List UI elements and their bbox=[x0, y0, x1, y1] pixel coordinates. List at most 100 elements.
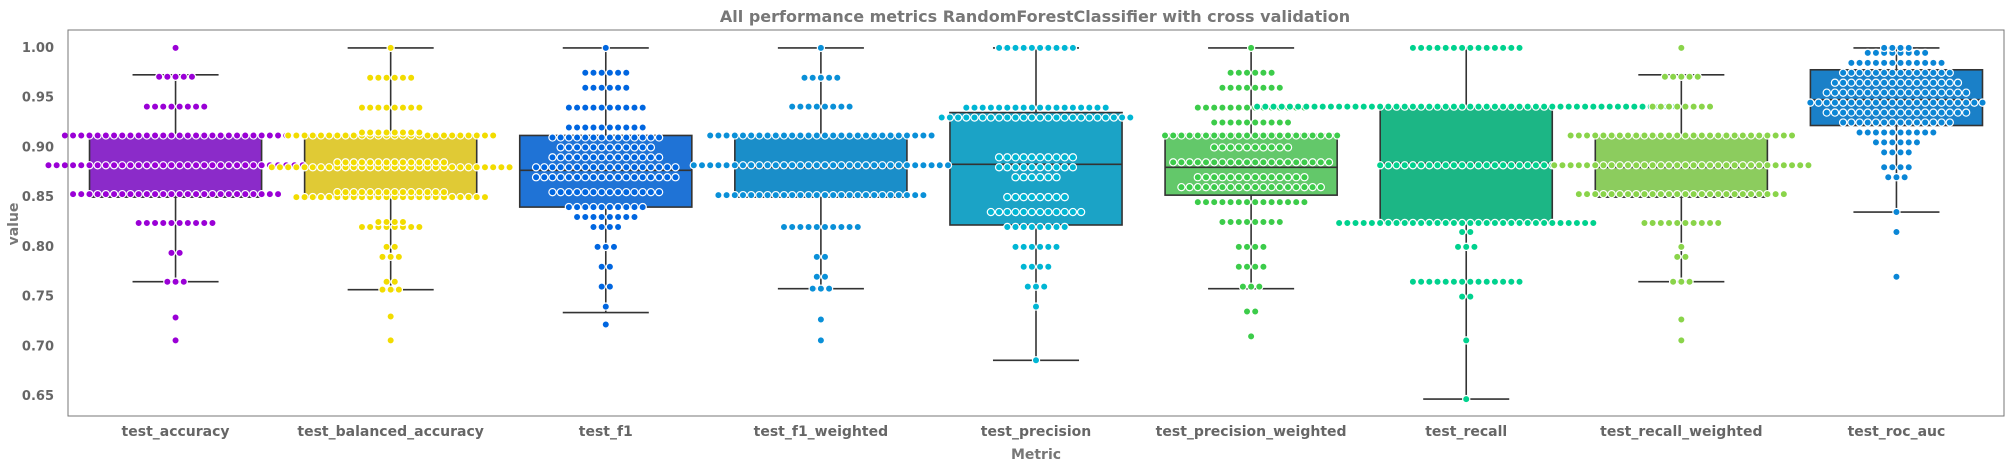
data-point bbox=[837, 190, 846, 200]
data-point bbox=[118, 131, 127, 140]
data-point bbox=[1201, 197, 1211, 207]
data-point bbox=[1267, 173, 1276, 182]
data-point bbox=[1234, 131, 1244, 140]
data-point bbox=[1292, 182, 1301, 192]
data-point bbox=[1847, 68, 1856, 77]
data-point bbox=[878, 131, 887, 140]
data-point bbox=[1738, 161, 1748, 170]
data-point bbox=[1677, 72, 1686, 81]
data-point bbox=[1255, 282, 1264, 291]
data-point bbox=[1582, 189, 1592, 199]
data-point bbox=[1218, 83, 1227, 92]
data-point bbox=[1474, 218, 1483, 228]
data-point bbox=[1871, 138, 1881, 147]
data-point bbox=[1904, 98, 1913, 107]
data-point bbox=[1871, 108, 1881, 117]
data-point bbox=[1787, 131, 1797, 140]
data-point bbox=[1879, 58, 1889, 68]
data-point bbox=[1052, 103, 1061, 112]
data-point bbox=[1333, 131, 1342, 140]
data-point bbox=[556, 173, 565, 182]
data-point bbox=[589, 163, 598, 172]
data-point bbox=[1621, 102, 1631, 111]
data-point bbox=[556, 153, 565, 162]
data-point bbox=[365, 128, 375, 137]
data-point bbox=[589, 187, 598, 197]
data-point bbox=[1218, 197, 1227, 207]
data-point bbox=[1259, 143, 1268, 152]
data-point bbox=[216, 131, 225, 140]
data-point bbox=[845, 161, 854, 170]
data-point bbox=[622, 163, 631, 172]
data-point bbox=[714, 131, 723, 140]
data-point bbox=[333, 131, 342, 140]
data-point bbox=[183, 131, 193, 140]
data-point bbox=[1558, 161, 1567, 170]
data-point bbox=[1705, 161, 1715, 170]
data-point bbox=[1871, 128, 1881, 137]
data-point bbox=[1945, 118, 1954, 127]
data-point bbox=[423, 131, 432, 140]
data-point bbox=[191, 218, 201, 228]
data-point bbox=[630, 187, 639, 197]
data-point bbox=[249, 131, 258, 140]
data-point bbox=[1648, 218, 1657, 228]
data-point bbox=[994, 43, 1004, 53]
data-point bbox=[572, 163, 582, 172]
data-point bbox=[1937, 58, 1946, 68]
data-point bbox=[163, 277, 172, 286]
data-point bbox=[1019, 113, 1028, 122]
data-point bbox=[1871, 88, 1881, 97]
data-point bbox=[374, 158, 383, 167]
box-test_precision bbox=[949, 47, 1123, 362]
data-point bbox=[183, 161, 193, 170]
data-point bbox=[1482, 43, 1491, 53]
data-point bbox=[1888, 78, 1897, 87]
data-point bbox=[1019, 242, 1028, 252]
data-point bbox=[1425, 161, 1434, 170]
data-point bbox=[1656, 102, 1666, 111]
data-point bbox=[1689, 189, 1698, 199]
data-point bbox=[1599, 189, 1608, 199]
data-point bbox=[1384, 218, 1393, 228]
data-point bbox=[796, 190, 805, 200]
data-point bbox=[1044, 113, 1053, 122]
data-point bbox=[308, 131, 317, 140]
data-point bbox=[601, 320, 610, 329]
data-point bbox=[1359, 102, 1368, 111]
data-point bbox=[828, 190, 838, 200]
data-point bbox=[93, 131, 102, 140]
data-point bbox=[349, 187, 358, 197]
data-point bbox=[548, 153, 557, 162]
data-point bbox=[531, 163, 541, 172]
data-point bbox=[191, 161, 201, 170]
data-point bbox=[1879, 148, 1889, 157]
data-point bbox=[1838, 118, 1848, 127]
data-point bbox=[1855, 88, 1864, 97]
data-point bbox=[316, 131, 326, 140]
data-point bbox=[1259, 83, 1268, 92]
data-point bbox=[1367, 218, 1377, 228]
data-point bbox=[1929, 78, 1938, 87]
data-point bbox=[697, 161, 707, 170]
data-point bbox=[1310, 102, 1319, 111]
data-point bbox=[894, 131, 903, 140]
data-point bbox=[1351, 102, 1360, 111]
data-point bbox=[1384, 102, 1393, 111]
data-point bbox=[93, 161, 102, 170]
data-point bbox=[1193, 103, 1203, 112]
data-point bbox=[171, 277, 180, 286]
data-point bbox=[572, 212, 582, 222]
data-point bbox=[101, 161, 111, 170]
data-point bbox=[374, 187, 383, 197]
data-point bbox=[249, 189, 258, 199]
data-point bbox=[1566, 161, 1575, 170]
data-point bbox=[1539, 218, 1549, 228]
data-point bbox=[1392, 218, 1401, 228]
data-point bbox=[613, 173, 623, 182]
data-point bbox=[1160, 131, 1170, 140]
data-point bbox=[171, 43, 180, 53]
data-point bbox=[85, 131, 94, 140]
data-point bbox=[382, 242, 391, 252]
data-point bbox=[1101, 113, 1110, 122]
